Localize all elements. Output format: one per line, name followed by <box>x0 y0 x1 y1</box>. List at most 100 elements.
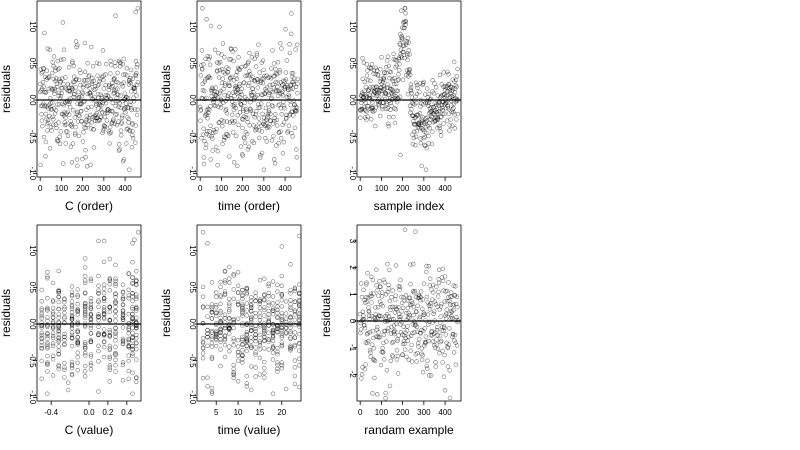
data-point <box>214 313 219 318</box>
data-point <box>130 370 135 375</box>
data-point <box>101 309 107 314</box>
data-point <box>271 133 276 139</box>
data-point <box>222 55 227 60</box>
data-point <box>103 72 108 77</box>
data-point <box>449 88 455 94</box>
data-point <box>39 299 44 304</box>
data-point <box>244 73 250 78</box>
data-point <box>44 68 49 73</box>
data-point <box>214 126 219 132</box>
data-point <box>205 384 210 389</box>
data-point <box>217 90 223 96</box>
data-point <box>362 322 367 328</box>
data-point <box>279 136 284 141</box>
data-point <box>96 82 102 87</box>
data-point <box>75 294 80 299</box>
data-point <box>432 343 437 348</box>
data-point <box>129 89 134 94</box>
data-point <box>200 340 206 346</box>
data-point <box>106 87 111 93</box>
data-point <box>393 263 399 268</box>
data-point <box>222 81 228 86</box>
data-point <box>401 43 406 48</box>
data-point <box>380 106 385 112</box>
y-tick-label: 0.0 <box>188 94 197 106</box>
data-point <box>447 298 452 303</box>
data-point <box>424 118 429 124</box>
data-point <box>209 305 215 310</box>
data-point <box>82 278 88 283</box>
data-point <box>382 86 388 91</box>
data-point <box>218 315 223 321</box>
data-point <box>120 317 126 322</box>
data-point <box>428 276 433 281</box>
data-point <box>83 125 89 131</box>
data-point <box>50 299 56 304</box>
data-point <box>208 104 213 109</box>
data-point <box>116 119 121 124</box>
data-point <box>113 300 118 305</box>
data-point <box>227 301 232 306</box>
data-point <box>82 369 88 374</box>
data-point <box>421 328 426 334</box>
data-point <box>439 338 444 344</box>
data-point <box>61 56 66 62</box>
data-point <box>39 287 44 293</box>
data-point <box>455 111 460 117</box>
data-point <box>445 299 450 304</box>
data-point <box>58 129 63 134</box>
data-point <box>50 315 56 320</box>
plot-frame <box>196 224 302 402</box>
data-point <box>97 79 102 84</box>
data-point <box>115 80 121 85</box>
data-point <box>387 298 392 304</box>
data-point <box>222 354 228 360</box>
data-point <box>373 65 379 71</box>
data-point <box>274 143 279 148</box>
data-point <box>39 335 44 340</box>
data-point <box>75 309 80 314</box>
data-point <box>101 282 107 287</box>
data-point <box>235 353 241 358</box>
data-point <box>422 326 427 331</box>
data-point <box>96 298 101 303</box>
data-point <box>130 260 135 265</box>
data-point <box>113 309 118 314</box>
data-point <box>369 300 374 305</box>
y-tick-label: 1.0 <box>28 21 37 33</box>
data-point <box>244 286 250 291</box>
data-point <box>238 101 243 106</box>
data-point <box>231 366 236 372</box>
data-point <box>113 276 118 281</box>
data-point <box>275 315 280 320</box>
data-point <box>250 75 256 80</box>
data-point <box>226 66 231 71</box>
data-point <box>432 81 437 86</box>
data-point <box>381 332 387 338</box>
data-point <box>294 155 299 160</box>
data-point <box>282 105 287 111</box>
data-point <box>82 69 88 75</box>
data-point <box>128 80 134 86</box>
data-point <box>452 332 458 338</box>
data-point <box>240 125 245 131</box>
data-point <box>120 289 126 294</box>
data-point <box>278 40 283 46</box>
data-point <box>246 144 252 150</box>
data-point <box>101 333 107 338</box>
data-point <box>235 270 241 275</box>
data-point <box>382 328 388 334</box>
data-point <box>442 352 447 358</box>
data-point <box>130 319 135 324</box>
data-point <box>52 111 58 116</box>
data-point <box>68 144 74 149</box>
data-point <box>87 86 92 91</box>
data-point <box>419 346 424 351</box>
data-point <box>68 119 73 124</box>
data-point <box>380 345 385 351</box>
data-point <box>134 294 139 300</box>
data-point <box>225 93 231 99</box>
data-point <box>396 305 401 310</box>
